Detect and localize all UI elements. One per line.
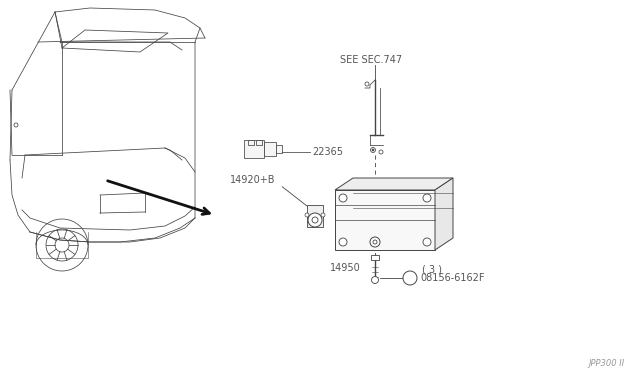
Circle shape — [14, 123, 18, 127]
Circle shape — [371, 276, 378, 283]
Text: JPP300 II: JPP300 II — [589, 359, 625, 369]
FancyBboxPatch shape — [371, 255, 379, 260]
Circle shape — [423, 194, 431, 202]
Bar — [335, 190, 435, 250]
FancyBboxPatch shape — [307, 205, 323, 227]
Circle shape — [321, 213, 325, 217]
Circle shape — [365, 82, 369, 86]
Text: 22365: 22365 — [312, 147, 343, 157]
FancyBboxPatch shape — [248, 140, 254, 145]
Text: SEE SEC.747: SEE SEC.747 — [340, 55, 402, 65]
Circle shape — [312, 217, 318, 223]
Polygon shape — [335, 178, 453, 190]
Circle shape — [370, 237, 380, 247]
Text: 08156-6162F: 08156-6162F — [420, 273, 484, 283]
Circle shape — [308, 213, 322, 227]
Circle shape — [373, 240, 377, 244]
FancyBboxPatch shape — [244, 140, 264, 158]
Text: B: B — [407, 273, 413, 282]
Text: ( 3 ): ( 3 ) — [422, 265, 442, 275]
Circle shape — [371, 148, 376, 153]
FancyBboxPatch shape — [276, 145, 282, 153]
Circle shape — [403, 271, 417, 285]
Circle shape — [339, 238, 347, 246]
FancyBboxPatch shape — [264, 142, 276, 156]
Text: 14920+B: 14920+B — [230, 175, 275, 185]
Polygon shape — [435, 178, 453, 250]
Text: 14950: 14950 — [330, 263, 361, 273]
Circle shape — [305, 213, 309, 217]
Circle shape — [423, 238, 431, 246]
Circle shape — [339, 194, 347, 202]
Circle shape — [379, 150, 383, 154]
FancyBboxPatch shape — [256, 140, 262, 145]
Circle shape — [372, 149, 374, 151]
